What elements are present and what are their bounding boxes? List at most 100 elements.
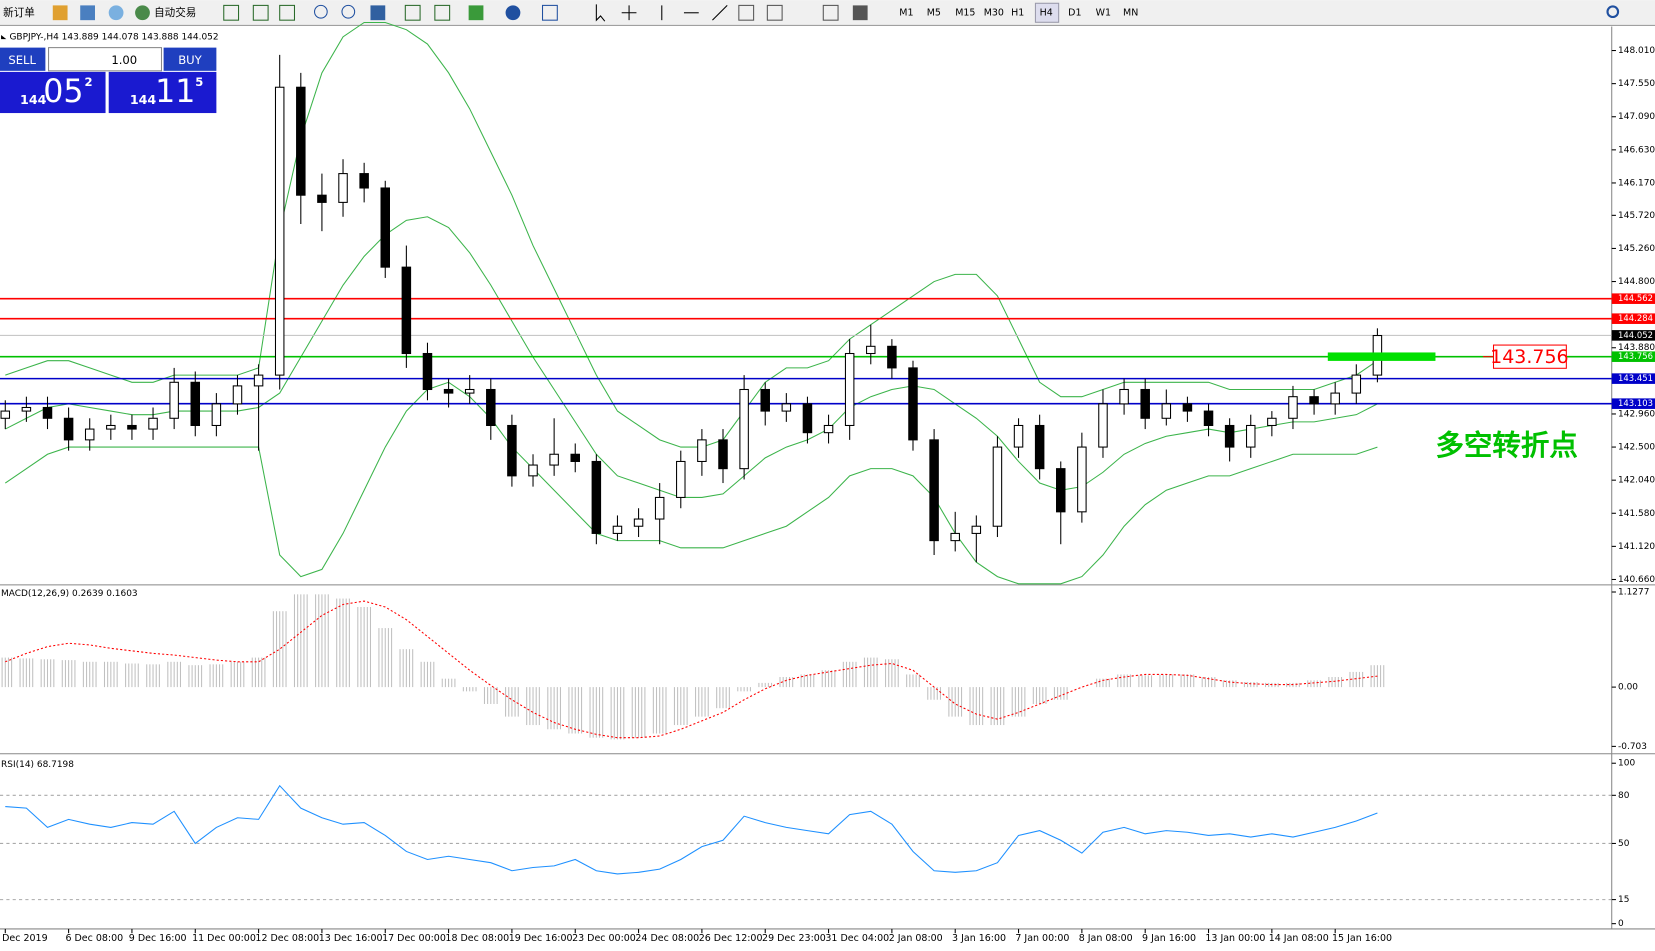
current-price-tag xyxy=(1611,330,1655,341)
trendline-tool[interactable] xyxy=(712,5,728,21)
y-tick-label: 0 xyxy=(1618,919,1624,929)
timeframe-button[interactable]: MN xyxy=(1123,7,1138,18)
candle-body xyxy=(1351,374,1362,394)
candle-body xyxy=(401,266,412,355)
lots-input[interactable] xyxy=(48,47,163,72)
candle-body xyxy=(929,439,939,542)
candle-body xyxy=(1013,424,1024,448)
candle-body xyxy=(1161,403,1172,419)
indicator-title: MACD(12,26,9) 0.2639 0.1603 xyxy=(1,589,138,599)
indicator-title: RSI(14) 68.7198 xyxy=(1,760,74,770)
level-tag xyxy=(1611,398,1655,409)
candle-body xyxy=(866,345,876,355)
icon[interactable] xyxy=(822,4,839,21)
ask-box[interactable] xyxy=(108,71,217,114)
y-tick-label: 148.010 xyxy=(1618,46,1655,56)
candle-body xyxy=(549,453,559,466)
candle-body xyxy=(1267,417,1277,427)
icon[interactable] xyxy=(252,4,269,21)
candle-body xyxy=(211,403,222,427)
candle-body xyxy=(0,410,11,419)
icon[interactable] xyxy=(52,5,68,21)
timeframe-button[interactable]: H1 xyxy=(1011,7,1024,18)
candle-body xyxy=(844,352,855,427)
symbol-arrow xyxy=(1,34,7,40)
y-tick-label: 146.170 xyxy=(1618,178,1655,188)
candle-body xyxy=(190,381,201,427)
timeframe-button[interactable]: D1 xyxy=(1068,7,1081,18)
icon[interactable] xyxy=(279,4,296,21)
icon[interactable] xyxy=(468,5,484,21)
candle-body xyxy=(338,173,348,203)
y-tick-label: 15 xyxy=(1618,895,1629,905)
x-tick-label: 11 Dec 00:00 xyxy=(192,933,256,944)
icon[interactable] xyxy=(505,5,521,21)
y-tick-label: 145.720 xyxy=(1618,211,1655,221)
icon[interactable] xyxy=(341,4,356,19)
auto-trade-button[interactable]: 自动交易 xyxy=(154,6,196,19)
x-tick-label: 23 Dec 00:00 xyxy=(572,933,636,944)
rsi-line xyxy=(5,784,1378,875)
level-tag xyxy=(1611,351,1655,362)
y-tick-label: 80 xyxy=(1618,791,1630,801)
new-order-button[interactable]: 新订单 xyxy=(3,6,35,19)
ask-big: 144 xyxy=(130,92,157,107)
timeframe-button[interactable]: W1 xyxy=(1096,7,1111,18)
icon[interactable] xyxy=(314,4,328,19)
chart-canvas xyxy=(0,26,1655,947)
x-tick-label: 24 Dec 08:00 xyxy=(635,933,699,944)
y-tick-label: -0.703 xyxy=(1618,742,1647,752)
y-tick-label: 142.040 xyxy=(1618,476,1655,486)
timeframe-button[interactable]: M15 xyxy=(955,7,975,18)
icon[interactable] xyxy=(80,5,95,21)
bid-small: 2 xyxy=(84,75,92,89)
timeframe-button[interactable]: H4 xyxy=(1040,7,1053,18)
candle-body xyxy=(21,406,32,412)
candle-body xyxy=(1245,424,1256,448)
candle-body xyxy=(950,532,960,542)
candle-body xyxy=(253,374,264,387)
buy-button[interactable] xyxy=(163,47,217,71)
icon[interactable] xyxy=(766,4,783,21)
icon[interactable] xyxy=(370,5,386,21)
level-label: 143.756 xyxy=(1490,346,1569,368)
icon[interactable] xyxy=(852,5,868,21)
candle-body xyxy=(802,403,813,434)
sell-button[interactable] xyxy=(0,47,46,71)
crosshair-tool[interactable] xyxy=(621,5,637,21)
icon[interactable] xyxy=(541,4,558,21)
candle-body xyxy=(422,352,433,391)
search-icon[interactable] xyxy=(1606,5,1620,19)
timeframe-button[interactable]: M30 xyxy=(984,7,1004,18)
bid-big: 144 xyxy=(20,92,47,107)
candle-body xyxy=(992,446,1003,527)
candle-body xyxy=(570,453,580,462)
icon[interactable] xyxy=(404,4,421,21)
icon[interactable] xyxy=(223,4,240,21)
bollinger-lower xyxy=(4,381,1378,585)
icon[interactable] xyxy=(434,4,451,21)
x-tick-label: 19 Dec 16:00 xyxy=(509,933,573,944)
candle-body xyxy=(591,460,602,534)
candle-body xyxy=(528,464,538,477)
buy-label: BUY xyxy=(178,53,202,67)
candle-body xyxy=(148,417,158,430)
candle-body xyxy=(127,424,137,430)
bid-box[interactable] xyxy=(0,71,106,114)
icon[interactable] xyxy=(108,5,124,21)
candle-body xyxy=(781,403,792,412)
y-tick-label: 147.550 xyxy=(1618,79,1655,89)
icon[interactable] xyxy=(135,5,150,21)
timeframe-button[interactable]: M1 xyxy=(899,7,913,18)
cursor-tool[interactable] xyxy=(595,4,606,22)
candle-body xyxy=(739,388,749,470)
icon[interactable] xyxy=(738,4,755,21)
chart-title: GBPJPY-,H4 143.889 144.078 143.888 144.0… xyxy=(9,33,218,43)
timeframe-button[interactable]: M5 xyxy=(927,7,941,18)
candle-body xyxy=(274,86,285,376)
x-tick-label: 31 Dec 04:00 xyxy=(825,933,889,944)
candle-body xyxy=(507,424,517,477)
candle-body xyxy=(1077,446,1087,513)
toolbar xyxy=(0,0,1655,26)
x-tick-label: 13 Dec 16:00 xyxy=(319,933,383,944)
